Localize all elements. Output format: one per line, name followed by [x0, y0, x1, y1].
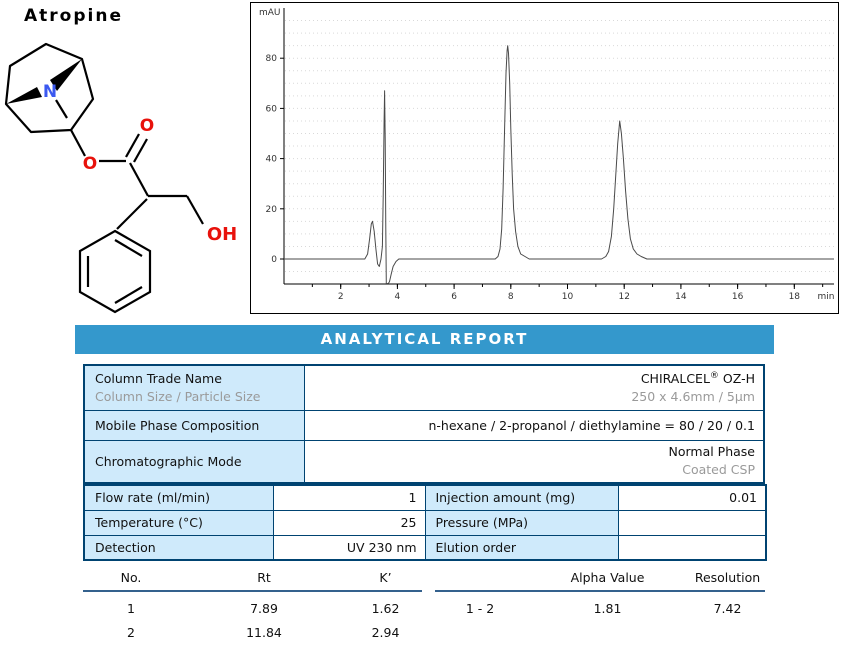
cond-label: Injection amount (mg) — [424, 484, 619, 511]
peak-k: 2.94 — [371, 625, 400, 640]
peak-rt: 7.89 — [250, 601, 278, 616]
table-row: Flow rate (ml/min) 1 Injection amount (m… — [83, 484, 767, 511]
svg-text:14: 14 — [675, 292, 687, 302]
col-header-alpha: Alpha Value — [570, 570, 645, 585]
phenyl-ring — [78, 229, 152, 314]
wedge-bonds — [6, 59, 82, 104]
svg-text:min: min — [818, 292, 835, 302]
info-label: Column Trade Name — [95, 370, 222, 386]
detection-value: UV 230 nm — [272, 534, 426, 561]
info-label-cell: Chromatographic Mode — [83, 439, 305, 484]
molecule-title: Atropine — [24, 6, 123, 26]
temperature-value: 25 — [272, 509, 426, 536]
svg-text:12: 12 — [618, 292, 629, 302]
peak-rt: 11.84 — [246, 625, 282, 640]
table-row: 1 7.89 1.62 — [83, 592, 422, 616]
chromatographic-mode: Normal Phase — [668, 444, 755, 460]
report-banner: ANALYTICAL REPORT — [75, 325, 774, 354]
svg-text:0: 0 — [271, 255, 277, 265]
table-row: 1 - 2 1.81 7.42 — [435, 592, 765, 616]
elution-order-value — [617, 534, 767, 561]
peak-no: 2 — [127, 625, 135, 640]
col-header-rt: Rt — [257, 570, 271, 585]
chromatogram-panel: 0 20 40 60 80 mAU 2 4 6 8 10 12 14 16 18 min — [250, 2, 839, 314]
hydroxyl-label: OH — [207, 224, 237, 245]
flow-rate-value: 1 — [272, 484, 426, 511]
carbonyl-oxygen-label: O — [140, 116, 154, 136]
column-size: 250 x 4.6mm / 5µm — [631, 388, 755, 404]
table-row: 2 11.84 2.94 — [83, 616, 422, 640]
tropane-ring — [4, 42, 95, 134]
ester-oxygen-label: O — [83, 154, 97, 174]
cond-label: Detection — [83, 534, 274, 561]
separation-results-table: Alpha Value Resolution 1 - 2 1.81 7.42 — [435, 570, 765, 616]
chromatogram-svg: 0 20 40 60 80 mAU 2 4 6 8 10 12 14 16 18 min — [259, 8, 835, 302]
mobile-phase-value: n-hexane / 2-propanol / diethylamine = 8… — [303, 409, 765, 441]
results-header-row: No. Rt K’ — [83, 570, 422, 590]
info-label-cell: Mobile Phase Composition — [83, 409, 305, 441]
svg-text:8: 8 — [508, 292, 514, 302]
col-header-resolution: Resolution — [694, 570, 761, 585]
n-methyl-bond — [55, 99, 68, 119]
molecule-structure: N O O OH — [4, 42, 237, 314]
svg-text:6: 6 — [451, 292, 457, 302]
retention-results-table: No. Rt K’ 1 7.89 1.62 2 11.84 2.94 — [83, 570, 422, 640]
table-row: Detection UV 230 nm Elution order — [83, 534, 767, 561]
registered-mark: ® — [709, 370, 719, 381]
cond-label: Pressure (MPa) — [424, 509, 619, 536]
col-header-blank — [435, 570, 525, 585]
svg-text:20: 20 — [266, 205, 278, 215]
svg-text:16: 16 — [732, 292, 744, 302]
conditions-table: Flow rate (ml/min) 1 Injection amount (m… — [83, 484, 767, 561]
peak-pair: 1 - 2 — [465, 601, 495, 616]
col-header-k: K’ — [379, 570, 392, 585]
header-rule — [435, 590, 765, 592]
svg-text:4: 4 — [395, 292, 401, 302]
svg-text:2: 2 — [338, 292, 344, 302]
svg-text:18: 18 — [789, 292, 801, 302]
column-info-table: Column Trade Name Column Size / Particle… — [83, 364, 765, 484]
svg-text:mAU: mAU — [259, 8, 281, 18]
info-value-cell: Normal Phase Coated CSP — [303, 439, 765, 484]
column-trade-name: CHIRALCEL® OZ-H — [640, 370, 755, 386]
svg-text:40: 40 — [266, 155, 278, 165]
table-row: Temperature (°C) 25 Pressure (MPa) — [83, 509, 767, 536]
svg-text:10: 10 — [562, 292, 574, 302]
pressure-value — [617, 509, 767, 536]
nitrogen-atom-label: N — [43, 82, 57, 102]
info-label-cell: Column Trade Name Column Size / Particle… — [83, 364, 305, 411]
header-rule — [83, 590, 422, 592]
peak-no: 1 — [127, 601, 135, 616]
peak-k: 1.62 — [371, 601, 400, 616]
results-header-row: Alpha Value Resolution — [435, 570, 765, 590]
ester-bonds — [70, 129, 204, 230]
resolution-value: 7.42 — [713, 601, 742, 616]
info-value-cell: CHIRALCEL® OZ-H 250 x 4.6mm / 5µm — [303, 364, 765, 411]
structure-panel: Atropine N O O OH — [0, 0, 250, 318]
svg-text:60: 60 — [266, 104, 278, 114]
csp-type: Coated CSP — [682, 462, 755, 478]
cond-label: Flow rate (ml/min) — [83, 484, 274, 511]
col-header-no: No. — [120, 570, 142, 585]
svg-text:80: 80 — [266, 54, 278, 64]
alpha-value: 1.81 — [593, 601, 622, 616]
cond-label: Temperature (°C) — [83, 509, 274, 536]
info-sublabel: Column Size / Particle Size — [95, 388, 261, 404]
cond-label: Elution order — [424, 534, 619, 561]
injection-amount-value: 0.01 — [617, 484, 767, 511]
